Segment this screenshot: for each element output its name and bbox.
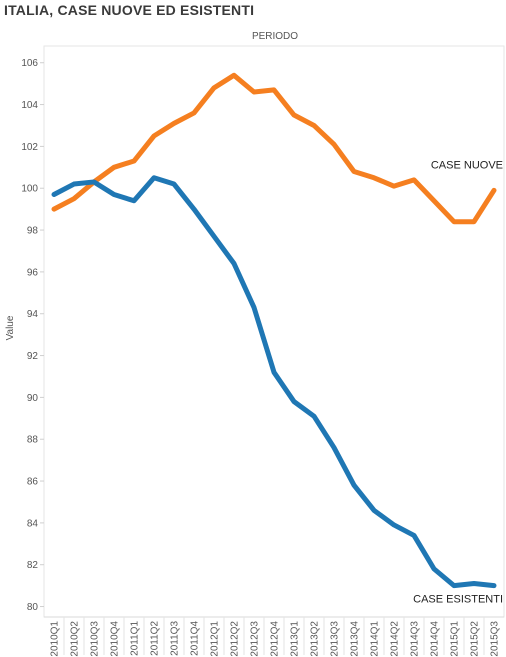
- x-tick-label: 2014Q2: [390, 621, 401, 657]
- x-tick-label: 2012Q2: [230, 621, 241, 657]
- x-tick-label: 2013Q2: [310, 621, 321, 657]
- column-header: PERIODO: [252, 31, 298, 42]
- x-tick-label: 2010Q4: [110, 621, 121, 657]
- y-tick-label: 86: [27, 477, 39, 488]
- x-tick-label: 2012Q4: [270, 621, 281, 657]
- y-tick-label: 80: [27, 602, 39, 613]
- x-tick-label: 2012Q1: [210, 621, 221, 657]
- x-axis-ticks: 2010Q1 2010Q2 2010Q3 2010Q4 2011Q1 2011Q2 2011…: [50, 617, 501, 657]
- series-label-case-esistenti: CASE ESISTENTI: [413, 594, 503, 606]
- x-tick-label: 2014Q4: [430, 621, 441, 657]
- y-tick-label: 98: [27, 226, 39, 237]
- x-tick-label: 2010Q2: [70, 621, 81, 657]
- y-tick-label: 94: [27, 309, 39, 320]
- y-tick-label: 102: [21, 142, 38, 153]
- series-line-case-esistenti: [51, 175, 497, 589]
- plot-area-frame: [43, 45, 505, 618]
- y-tick-label: 90: [27, 393, 39, 404]
- x-tick-label: 2011Q4: [190, 621, 201, 656]
- y-tick-label: 88: [27, 435, 39, 446]
- y-tick-label: 84: [27, 518, 39, 529]
- x-tick-label: 2013Q1: [290, 621, 301, 657]
- x-tick-label: 2013Q4: [350, 621, 361, 657]
- series-labels: CASE NUOVE CASE ESISTENTI: [413, 159, 503, 605]
- y-tick-label: 82: [27, 560, 39, 571]
- y-tick-label: 92: [27, 351, 39, 362]
- series-layer: [51, 72, 497, 589]
- y-tick-label: 104: [21, 100, 38, 111]
- y-axis-ticks: 80 82 84 86 88 90 92 94 96 98 100 102 104 106: [21, 58, 44, 613]
- x-tick-label: 2011Q1: [130, 621, 141, 656]
- y-tick-label: 100: [21, 184, 38, 195]
- chart-title: ITALIA, CASE NUOVE ED ESISTENTI: [4, 2, 255, 18]
- x-tick-label: 2012Q3: [250, 621, 261, 657]
- x-tick-label: 2015Q3: [490, 621, 501, 657]
- x-tick-label: 2014Q1: [370, 621, 381, 657]
- series-label-case-nuove: CASE NUOVE: [431, 159, 503, 171]
- y-tick-label: 106: [21, 58, 38, 69]
- x-tick-label: 2010Q3: [90, 621, 101, 657]
- x-tick-label: 2015Q2: [470, 621, 481, 657]
- x-tick-label: 2011Q3: [170, 621, 181, 656]
- y-tick-label: 96: [27, 267, 39, 278]
- series-line-case-nuove: [51, 72, 497, 225]
- x-tick-label: 2010Q1: [50, 621, 61, 657]
- y-axis-label: Value: [5, 315, 16, 340]
- x-tick-label: 2013Q3: [330, 621, 341, 657]
- x-tick-label: 2011Q2: [150, 621, 161, 656]
- x-tick-label: 2015Q1: [450, 621, 461, 657]
- x-tick-label: 2014Q3: [410, 621, 421, 657]
